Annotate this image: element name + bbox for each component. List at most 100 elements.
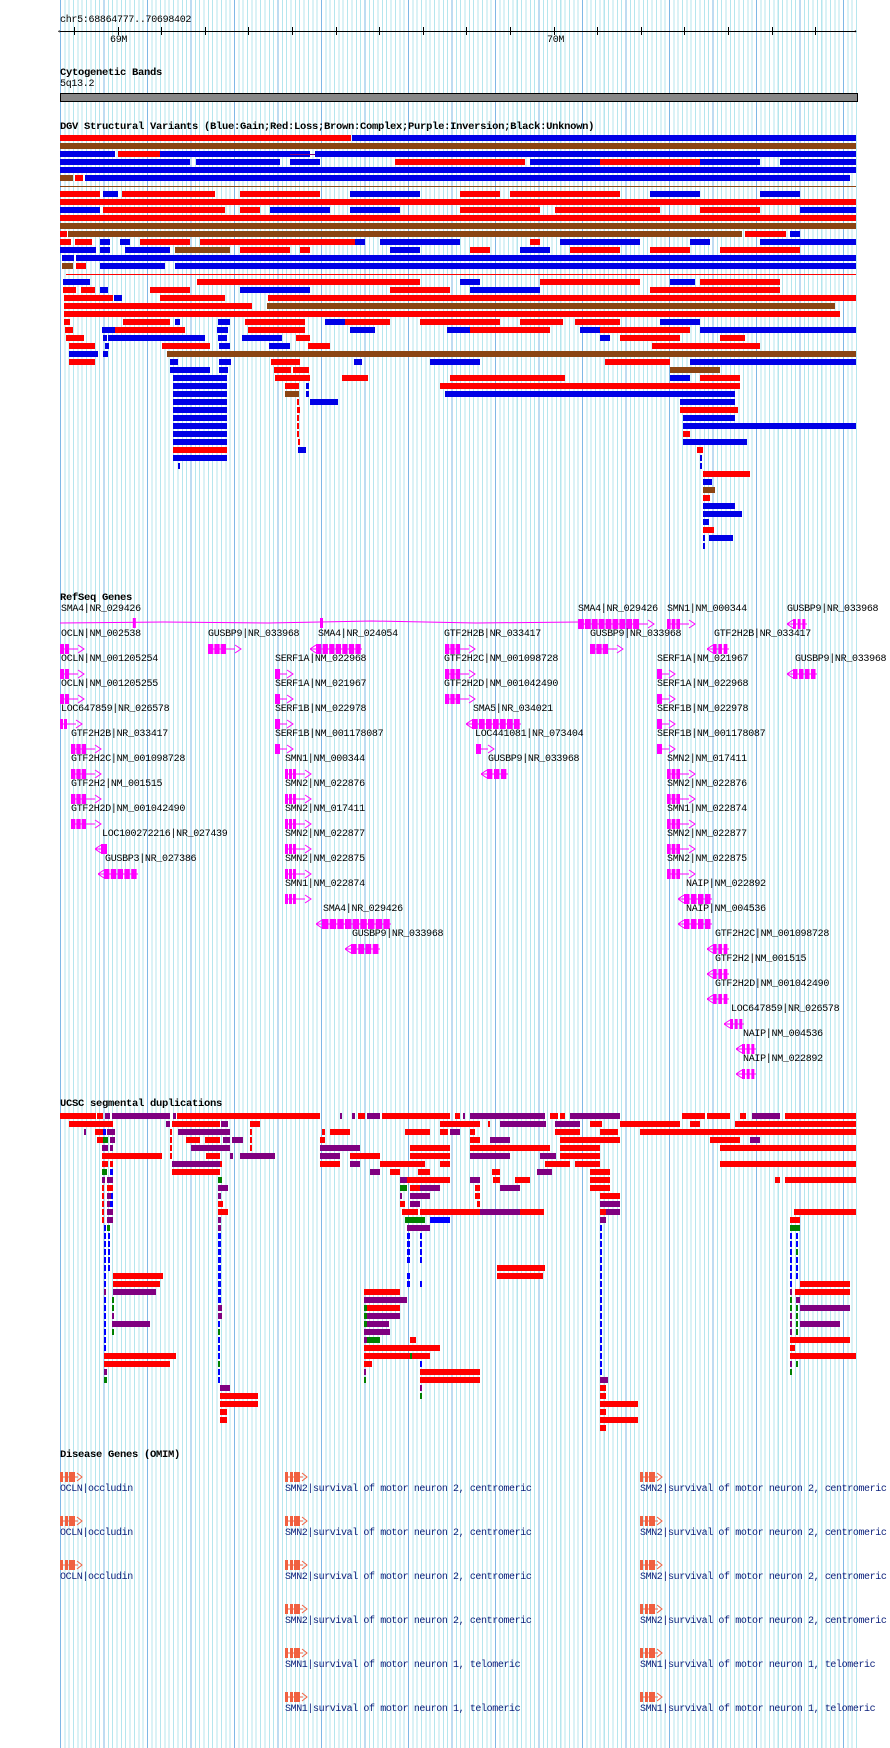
dgv-variant-bar[interactable] (178, 463, 180, 469)
dgv-variant-bar[interactable] (460, 207, 540, 213)
gene-structure-icon[interactable] (71, 792, 102, 804)
segdup-bar[interactable] (102, 1161, 108, 1167)
segdup-bar[interactable] (410, 1337, 416, 1343)
segdup-bar[interactable] (104, 1337, 106, 1343)
dgv-variant-bar[interactable] (530, 239, 540, 245)
gene-label[interactable]: SMN2|NM_017411 (285, 804, 365, 815)
segdup-bar[interactable] (218, 1377, 220, 1383)
segdup-bar[interactable] (364, 1289, 400, 1295)
dgv-variant-bar[interactable] (520, 319, 563, 325)
segdup-bar[interactable] (500, 1185, 520, 1191)
segdup-bar[interactable] (690, 1121, 700, 1127)
gene-label[interactable]: SMN2|NM_022876 (285, 779, 365, 790)
gene-label[interactable]: SERF1A|NM_022968 (657, 679, 749, 690)
segdup-bar[interactable] (410, 1345, 416, 1351)
dgv-variant-bar[interactable] (293, 367, 309, 373)
segdup-bar[interactable] (104, 1241, 106, 1247)
dgv-variant-bar[interactable] (700, 279, 780, 285)
segdup-bar[interactable] (104, 1377, 107, 1383)
dgv-variant-bar[interactable] (380, 239, 460, 245)
segdup-bar[interactable] (410, 1353, 412, 1359)
segdup-bar[interactable] (710, 1137, 740, 1143)
segdup-bar[interactable] (104, 1361, 170, 1367)
segdup-bar[interactable] (760, 1161, 856, 1167)
segdup-bar[interactable] (218, 1281, 221, 1287)
dgv-variant-bar[interactable] (790, 231, 800, 237)
segdup-bar[interactable] (796, 1249, 798, 1255)
gene-label[interactable]: GUSBP3|NR_027386 (105, 854, 197, 865)
dgv-variant-bar[interactable] (703, 471, 750, 477)
dgv-variant-bar[interactable] (315, 151, 760, 157)
dgv-variant-bar[interactable] (85, 175, 850, 181)
gene-label[interactable]: NAIP|NM_004536 (686, 904, 766, 915)
segdup-bar[interactable] (364, 1305, 367, 1311)
dgv-variant-bar[interactable] (62, 263, 73, 269)
segdup-bar[interactable] (103, 1137, 108, 1143)
segdup-bar[interactable] (170, 1129, 172, 1135)
segdup-bar[interactable] (796, 1257, 798, 1263)
omim-gene-icon[interactable] (640, 1470, 664, 1482)
gene-structure-icon[interactable] (285, 867, 312, 879)
segdup-bar[interactable] (600, 1265, 602, 1271)
segdup-bar[interactable] (107, 1217, 113, 1223)
segdup-bar[interactable] (400, 1185, 407, 1191)
dgv-variant-bar[interactable] (700, 327, 856, 333)
gene-structure-icon[interactable] (657, 742, 676, 754)
dgv-variant-bar[interactable] (269, 343, 290, 349)
dgv-variant-bar[interactable] (306, 383, 309, 389)
dgv-variant-bar[interactable] (300, 247, 310, 253)
gene-label[interactable]: LOC100272216|NR_027439 (102, 829, 228, 840)
gene-structure-icon[interactable] (667, 867, 696, 879)
gene-label[interactable]: SERF1B|NM_001178087 (275, 729, 384, 740)
dgv-variant-bar[interactable] (342, 375, 368, 381)
segdup-bar[interactable] (420, 1225, 430, 1231)
segdup-bar[interactable] (250, 1137, 252, 1143)
segdup-bar[interactable] (218, 1257, 221, 1263)
segdup-bar[interactable] (407, 1233, 410, 1239)
dgv-variant-bar[interactable] (306, 391, 309, 397)
dgv-variant-bar[interactable] (440, 383, 740, 389)
segdup-bar[interactable] (218, 1345, 220, 1351)
dgv-variant-bar[interactable] (173, 391, 227, 397)
segdup-bar[interactable] (420, 1185, 440, 1191)
segdup-bar[interactable] (320, 1153, 340, 1159)
segdup-bar[interactable] (104, 1369, 107, 1375)
segdup-bar[interactable] (240, 1153, 275, 1159)
dgv-variant-bar[interactable] (620, 335, 680, 341)
gene-structure-icon[interactable] (657, 667, 676, 679)
gene-label[interactable]: GUSBP9|NR_033968 (208, 629, 300, 640)
segdup-bar[interactable] (720, 1161, 760, 1167)
dgv-variant-bar[interactable] (64, 319, 70, 325)
segdup-bar[interactable] (223, 1137, 230, 1143)
segdup-bar[interactable] (205, 1137, 220, 1143)
dgv-variant-bar[interactable] (580, 327, 600, 333)
dgv-variant-bar[interactable] (173, 399, 227, 405)
gene-structure-icon[interactable] (657, 692, 676, 704)
dgv-variant-bar[interactable] (170, 359, 178, 365)
dgv-variant-bar[interactable] (64, 311, 840, 317)
segdup-bar[interactable] (790, 1329, 792, 1335)
dgv-variant-bar[interactable] (570, 247, 620, 253)
dgv-variant-bar[interactable] (240, 247, 290, 253)
segdup-bar[interactable] (110, 1137, 115, 1143)
dgv-variant-bar[interactable] (683, 431, 690, 437)
dgv-variant-bar[interactable] (100, 239, 110, 245)
segdup-bar[interactable] (410, 1145, 450, 1151)
segdup-bar[interactable] (177, 1113, 320, 1119)
dgv-variant-bar[interactable] (420, 319, 500, 325)
segdup-bar[interactable] (173, 1113, 176, 1119)
dgv-variant-bar[interactable] (175, 247, 230, 253)
dgv-variant-bar[interactable] (520, 247, 550, 253)
segdup-bar[interactable] (560, 1137, 620, 1143)
segdup-bar[interactable] (220, 1385, 230, 1391)
segdup-bar[interactable] (218, 1361, 220, 1367)
dgv-variant-bar[interactable] (167, 351, 856, 357)
segdup-bar[interactable] (796, 1305, 798, 1311)
dgv-variant-bar[interactable] (298, 439, 300, 445)
gene-structure-icon[interactable] (590, 642, 624, 654)
gene-label[interactable]: SMA4|NR_029426 (578, 604, 658, 615)
gene-label[interactable]: SMN2|NM_022875 (667, 854, 747, 865)
segdup-bar[interactable] (367, 1321, 389, 1327)
omim-gene-label[interactable]: SMN2|survival of motor neuron 2, centrom… (285, 1528, 532, 1539)
dgv-variant-bar[interactable] (173, 407, 227, 413)
